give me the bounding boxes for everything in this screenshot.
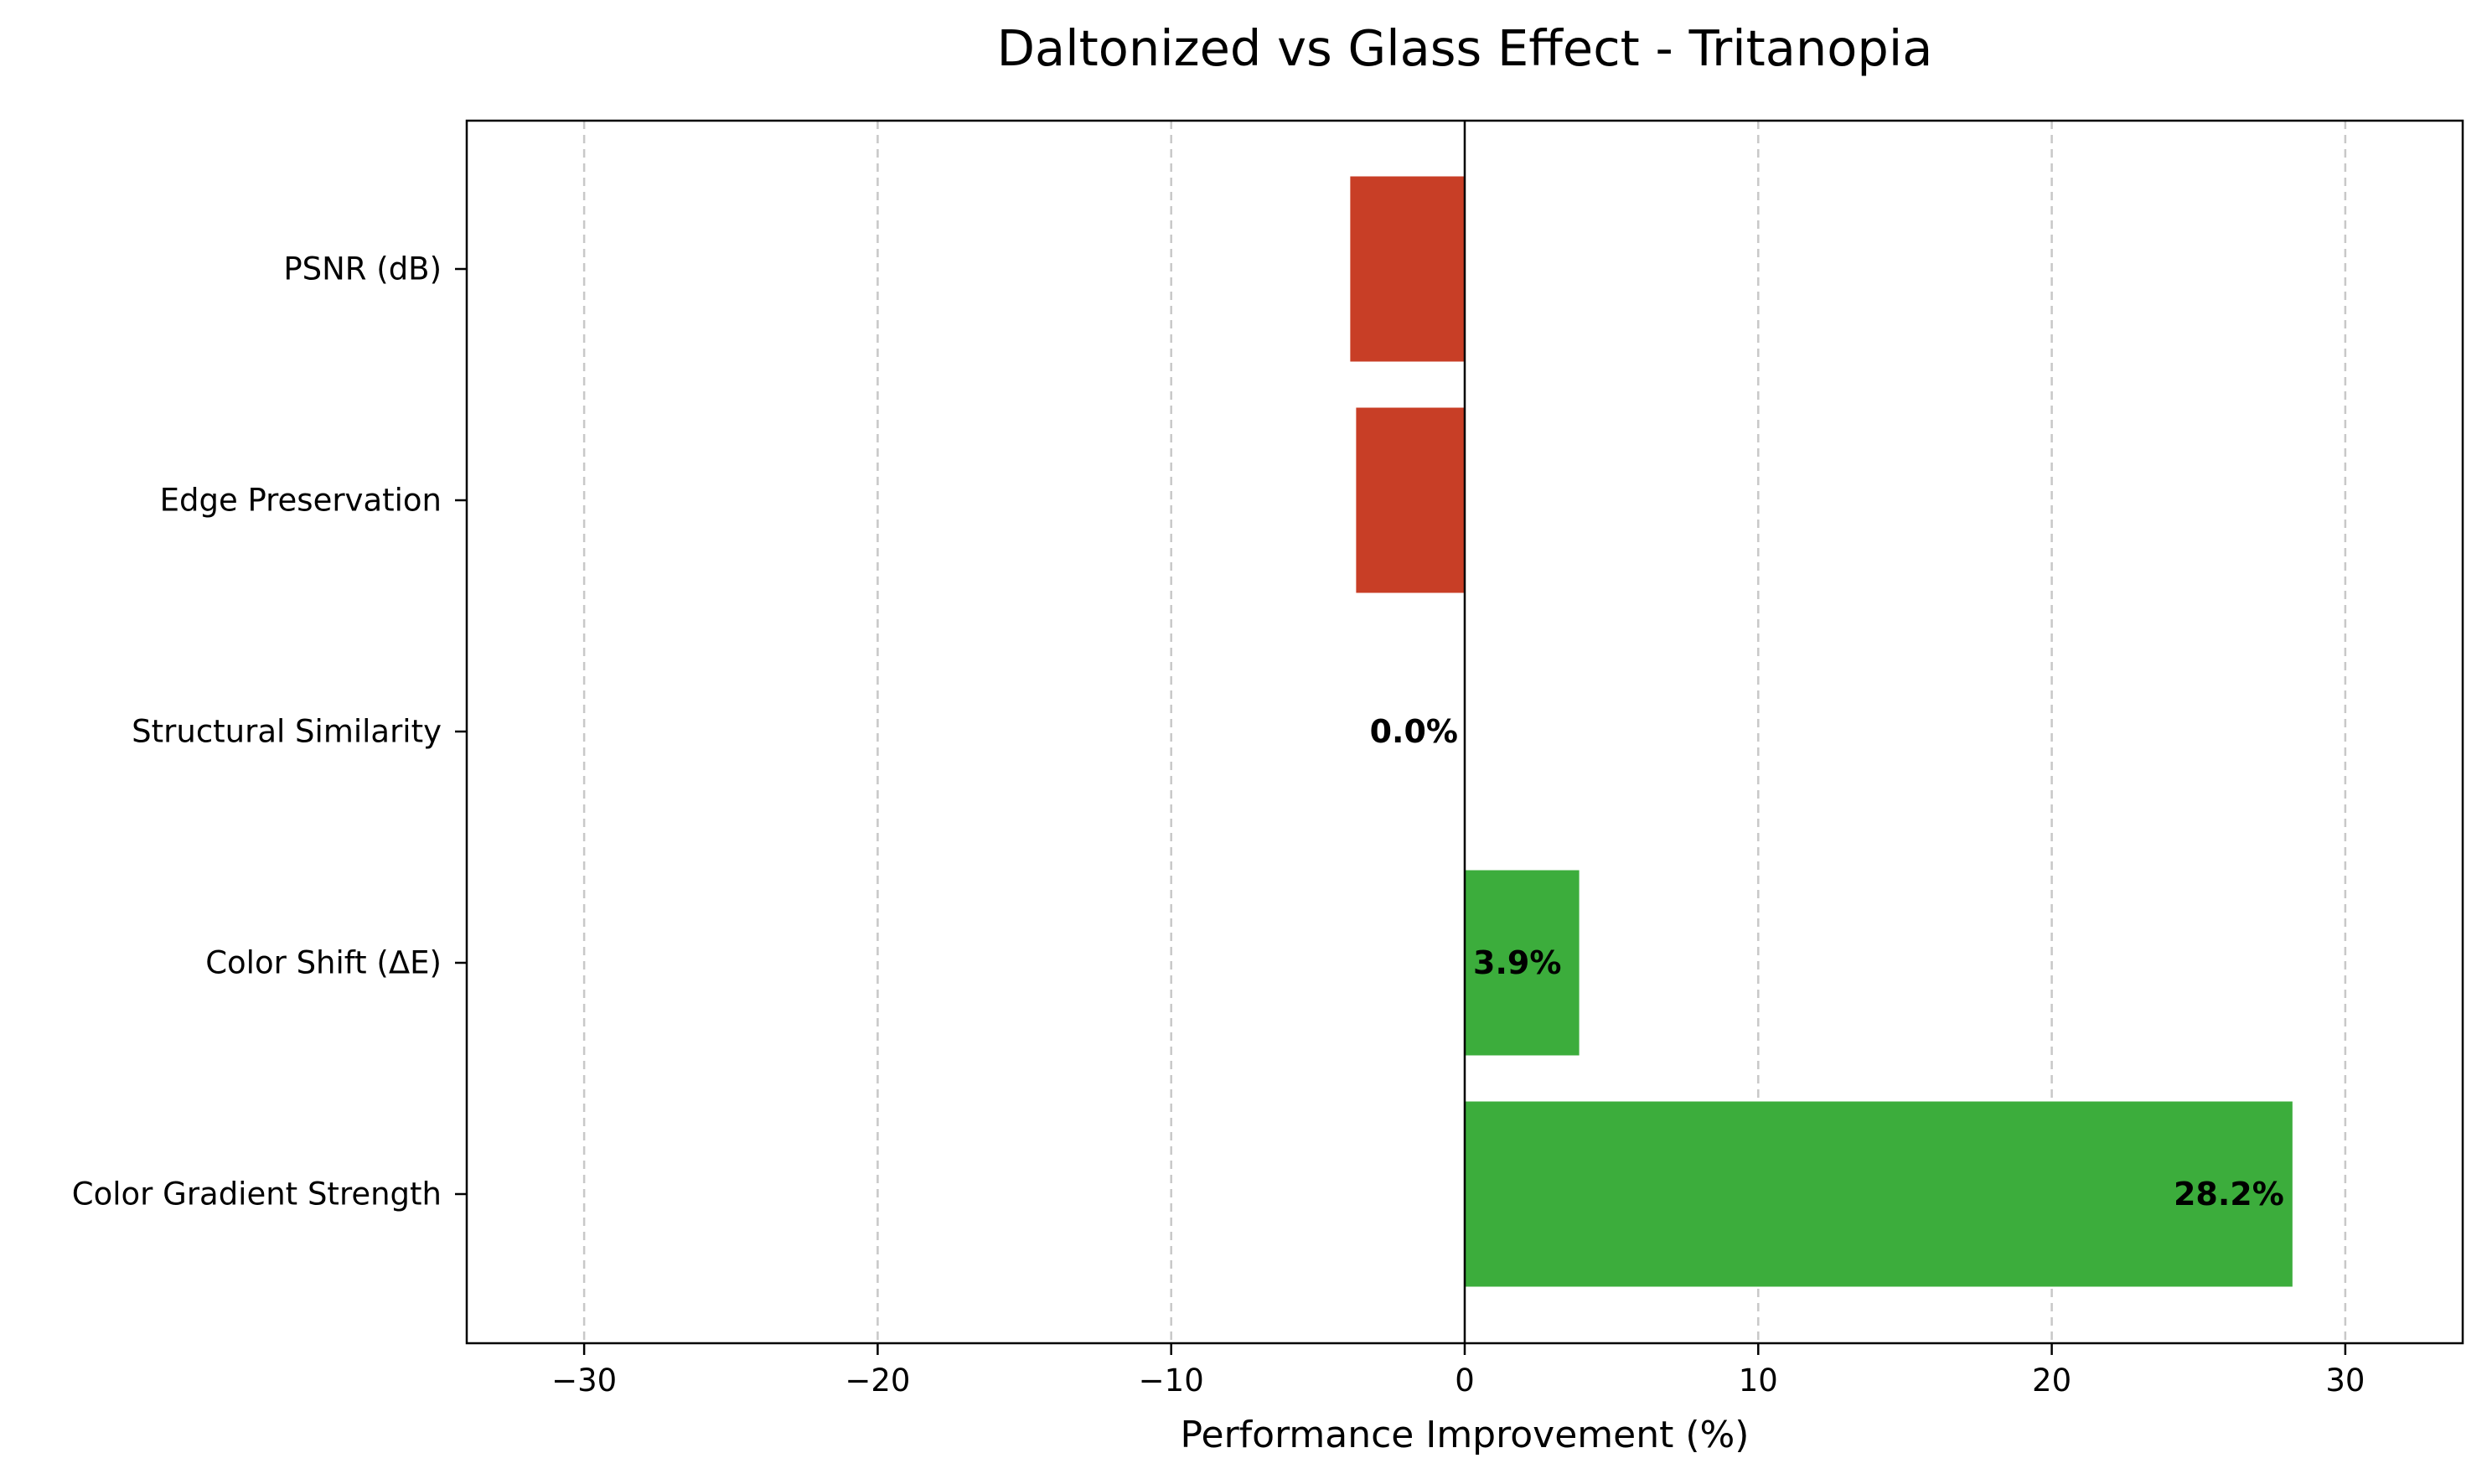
x-tick-label: 20: [2032, 1362, 2071, 1399]
chart-title: Daltonized vs Glass Effect - Tritanopia: [997, 19, 1933, 77]
x-axis-ticks: −30 −20 −10 0 10 20 30: [551, 1343, 2365, 1399]
data-label: 28.2%: [2174, 1176, 2284, 1213]
x-tick-label: 0: [1455, 1362, 1475, 1399]
y-axis-ticks: PSNR (dB) Edge Preservation Structural Sim…: [72, 251, 467, 1213]
y-tick-label: Color Shift (ΔE): [205, 945, 442, 981]
x-tick-label: −30: [551, 1362, 617, 1399]
bar: [1465, 1101, 2293, 1287]
x-tick-label: −10: [1139, 1362, 1204, 1399]
y-tick-label: Edge Preservation: [160, 483, 442, 519]
x-axis-label: Performance Improvement (%): [1181, 1414, 1750, 1456]
bar: [1350, 176, 1465, 362]
bar: [1356, 407, 1465, 593]
data-label: 0.0%: [1370, 713, 1458, 750]
data-label: 3.9%: [1473, 944, 1561, 981]
y-tick-label: PSNR (dB): [283, 251, 442, 287]
x-tick-label: −20: [845, 1362, 910, 1399]
bars: [1350, 176, 2293, 1287]
bar: [1465, 870, 1580, 1056]
x-tick-label: 10: [1739, 1362, 1778, 1399]
x-tick-label: 30: [2325, 1362, 2365, 1399]
y-tick-label: Color Gradient Strength: [72, 1176, 442, 1213]
y-tick-label: Structural Similarity: [132, 714, 442, 750]
data-labels: 0.0% 3.9% 28.2%: [1370, 713, 2284, 1213]
